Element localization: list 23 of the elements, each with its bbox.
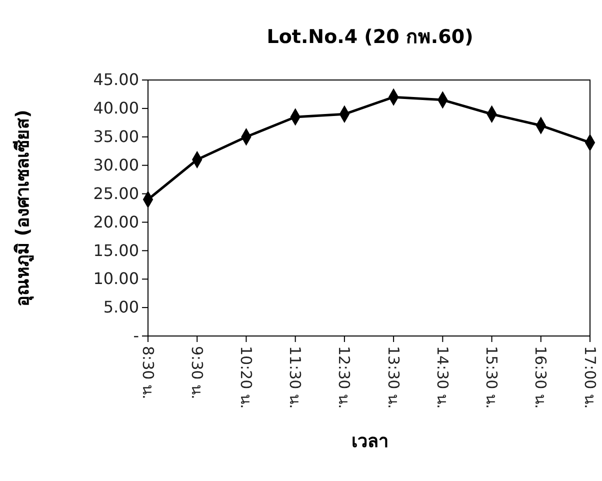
y-tick-label: 35.00 [93, 127, 139, 146]
y-tick-label: 45.00 [93, 70, 139, 90]
x-tick-label: 17:00 น. [580, 346, 599, 409]
y-tick-label: 40.00 [93, 98, 139, 118]
x-tick-label: 16:30 น. [532, 346, 550, 409]
x-tick-label: 15:30 น. [482, 346, 501, 409]
y-tick-label: 5.00 [103, 298, 139, 317]
y-tick-label: 20.00 [93, 212, 139, 232]
y-tick-label: 25.00 [93, 184, 139, 203]
x-tick-label: 12:30 น. [335, 346, 354, 409]
y-tick-label: - [133, 326, 139, 346]
x-tick-label: 13:30 น. [384, 346, 402, 409]
y-tick-label: 30.00 [93, 155, 139, 174]
x-tick-label: 11:30 น. [286, 346, 304, 409]
y-tick-label: 15.00 [93, 240, 139, 260]
x-tick-label: 9:30 น. [188, 346, 206, 400]
x-axis-title: เวลา [352, 431, 388, 452]
x-tick-label: 8:30 น. [138, 346, 157, 400]
x-tick-label: 10:20 น. [236, 346, 255, 409]
y-tick-label: 10.00 [93, 269, 139, 288]
x-tick-label: 14:30 น. [433, 346, 452, 409]
y-axis-title: อุณหภูมิ (องศาเซลเซียส) [12, 110, 34, 306]
chart-title: Lot.No.4 (20 กพ.60) [266, 26, 474, 48]
